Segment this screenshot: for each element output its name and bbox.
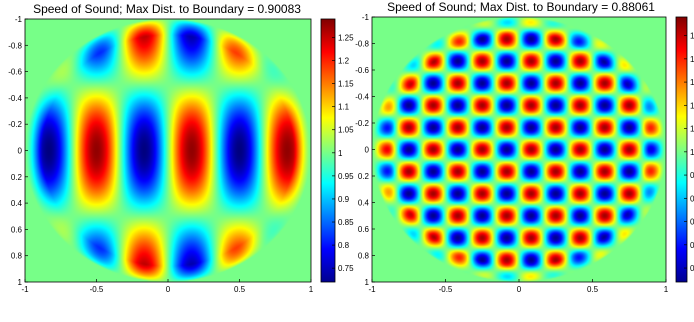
y-tick-label: 0.6 [11,225,23,234]
x-tick-label: -1 [21,285,29,294]
colorbar-tick-label: 0.8 [338,241,350,250]
colorbar-tick-label: 0. [690,194,694,203]
colorbar-tick-label: 1. [690,125,694,134]
x-tick-label: 0.5 [234,285,246,294]
colorbar-tick-label: 1.25 [338,33,354,42]
y-tick-label: 0.4 [11,199,23,208]
x-tick-label: 0.5 [587,285,599,294]
y-tick-label: 0.8 [11,252,23,261]
x-tick-label: -0.5 [90,285,104,294]
y-tick-label: 0.2 [358,172,370,181]
left-colorbar-ticks: 1.25 1.2 1.15 1.1 1.05 1 0.95 0.9 0.85 0.8 0.75 [332,33,354,273]
y-tick-label: 0 [365,146,370,155]
y-tick-label: -0.4 [355,93,369,102]
colorbar-tick-label: 1 [338,149,343,158]
right-panel: Speed of Sound; Max Dist. to Boundary = … [355,0,694,294]
y-tick-label: -0.6 [355,66,369,75]
right-chart-title: Speed of Sound; Max Dist. to Boundary = … [387,0,655,14]
colorbar-tick-label: 0.95 [338,172,354,181]
left-heatmap [25,19,311,282]
colorbar-tick-label: 1.05 [338,126,354,135]
colorbar-tick-label: 0. [690,171,694,180]
x-tick-label: -0.5 [439,285,453,294]
y-tick-label: -0.6 [8,68,22,77]
colorbar-tick-label: 1. [690,32,694,41]
colorbar-tick-label: 1. [690,55,694,64]
y-tick-label: -1 [362,13,370,22]
y-tick-label: 0.6 [358,225,370,234]
colorbar-tick-label: 0.9 [338,195,350,204]
colorbar-tick-label: 1. [690,101,694,110]
colorbar-tick-label: 1. [690,78,694,87]
x-tick-label: -1 [368,285,376,294]
right-colorbar [676,17,687,282]
colorbar-tick-label: 0.85 [338,218,354,227]
left-panel: Speed of Sound; Max Dist. to Boundary = … [8,2,354,294]
right-colorbar-ticks: 1. 1. 1. 1. 1. 1 0. 0. 0. 0. 0. [684,32,694,273]
y-tick-label: 1 [18,278,23,287]
left-ticks: -1 -0.5 0 0.5 1-1-0.8-0.6-0.4-0.200.20.40.60… [8,15,314,294]
y-tick-label: 0.8 [358,252,370,261]
x-tick-label: 0 [166,285,171,294]
x-tick-label: 0 [517,285,522,294]
right-ticks: -1 -0.5 0 0.5 1-1-0.8-0.6-0.4-0.200.20.40.60… [355,13,669,294]
y-tick-label: 0.2 [11,173,23,182]
y-tick-label: -0.2 [8,120,22,129]
y-tick-label: 0.4 [358,199,370,208]
x-tick-label: 1 [309,285,314,294]
colorbar-tick-label: 1.1 [338,103,350,112]
y-tick-label: -0.2 [355,119,369,128]
y-tick-label: 0 [18,147,23,156]
colorbar-tick-label: 1 [690,148,694,157]
y-tick-label: -0.8 [8,41,22,50]
colorbar-tick-label: 1.15 [338,80,354,89]
right-heatmap [372,17,666,282]
colorbar-tick-label: 0. [690,218,694,227]
y-tick-label: -0.4 [8,94,22,103]
x-tick-label: 1 [664,285,669,294]
left-chart-title: Speed of Sound; Max Dist. to Boundary = … [33,2,301,16]
left-colorbar [321,19,335,282]
y-tick-label: -1 [15,15,23,24]
colorbar-tick-label: 0. [690,264,694,273]
y-tick-label: -0.8 [355,40,369,49]
colorbar-tick-label: 0. [690,241,694,250]
y-tick-label: 1 [365,278,370,287]
colorbar-tick-label: 0.75 [338,264,354,273]
colorbar-tick-label: 1.2 [338,57,350,66]
